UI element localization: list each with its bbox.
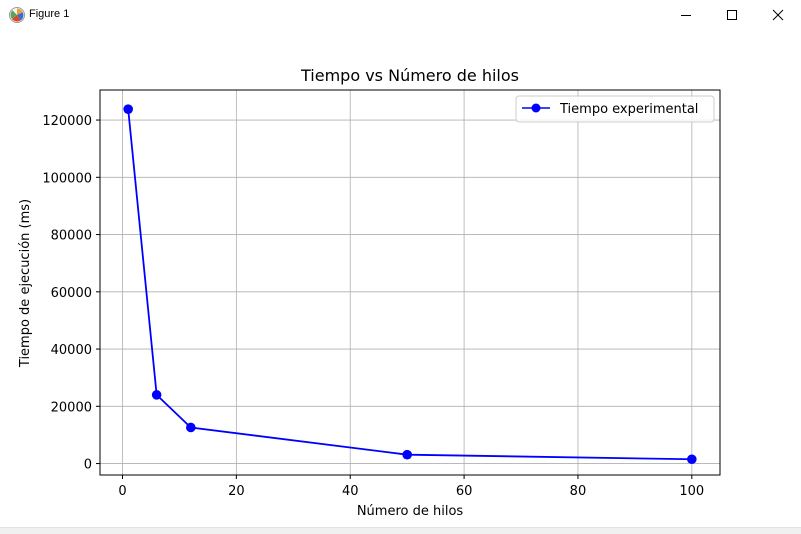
maximize-button[interactable] bbox=[709, 0, 755, 30]
window-titlebar: Figure 1 bbox=[0, 0, 801, 30]
y-tick-label: 80000 bbox=[51, 229, 92, 244]
y-tick-label: 100000 bbox=[42, 171, 92, 186]
matplotlib-figure-icon bbox=[9, 7, 25, 23]
y-tick-label: 60000 bbox=[51, 286, 92, 301]
x-tick-label: 100 bbox=[679, 484, 704, 499]
series-layer bbox=[123, 104, 697, 465]
legend: Tiempo experimental bbox=[515, 95, 715, 123]
data-point bbox=[402, 449, 412, 460]
grid-lines bbox=[100, 90, 720, 475]
chart-title: Tiempo vs Número de hilos bbox=[300, 66, 519, 85]
minimize-icon bbox=[681, 15, 691, 16]
legend-marker-sample bbox=[531, 103, 541, 113]
maximize-icon bbox=[727, 10, 737, 20]
legend-entry-label: Tiempo experimental bbox=[559, 102, 698, 117]
plot-frame bbox=[99, 89, 721, 476]
data-point bbox=[186, 422, 196, 433]
figure-canvas: 0 20 40 60 80 100 0 20000 40000 60000 80000 100000… bbox=[0, 30, 801, 527]
x-axis-label: Número de hilos bbox=[357, 504, 464, 519]
x-tick-label: 20 bbox=[228, 484, 245, 499]
minimize-button[interactable] bbox=[663, 0, 709, 30]
y-axis-label: Tiempo de ejecución (ms) bbox=[18, 199, 33, 368]
y-tick-label: 20000 bbox=[51, 400, 92, 415]
x-tick-label: 60 bbox=[456, 484, 473, 499]
data-point bbox=[123, 104, 133, 114]
close-button[interactable] bbox=[755, 0, 801, 30]
line-chart: 0 20 40 60 80 100 0 20000 40000 60000 80000 100000… bbox=[18, 66, 721, 519]
y-axis-ticks: 0 20000 40000 60000 80000 100000 120000 bbox=[42, 114, 100, 473]
x-tick-label: 40 bbox=[342, 484, 359, 499]
y-tick-label: 120000 bbox=[42, 114, 92, 129]
y-tick-label: 40000 bbox=[51, 343, 92, 358]
data-point bbox=[151, 390, 162, 400]
x-axis-ticks: 0 20 40 60 80 100 bbox=[118, 475, 704, 499]
series-line bbox=[127, 109, 692, 461]
window-bottom-edge bbox=[0, 527, 801, 534]
window-title: Figure 1 bbox=[29, 8, 70, 20]
y-tick-label: 0 bbox=[84, 458, 92, 473]
close-icon bbox=[772, 9, 784, 21]
legend-box bbox=[515, 95, 715, 123]
x-tick-label: 80 bbox=[570, 484, 587, 499]
x-tick-label: 0 bbox=[118, 484, 126, 499]
data-point bbox=[687, 454, 697, 465]
